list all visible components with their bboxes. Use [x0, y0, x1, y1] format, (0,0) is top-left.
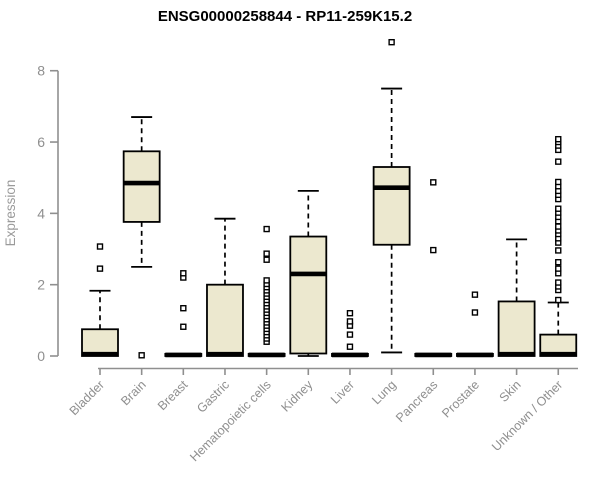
outlier-point: [555, 247, 562, 254]
box-bladder: [81, 243, 119, 357]
box-hematopoietic-cells: [247, 225, 286, 358]
box-prostate: [456, 291, 494, 358]
y-tick-label: 2: [37, 277, 45, 293]
x-tick-label: Breast: [155, 377, 191, 413]
x-tick-label: Kidney: [278, 377, 315, 414]
box-rect: [372, 166, 411, 246]
outlier-point: [555, 178, 562, 186]
outlier-point: [555, 279, 562, 286]
outlier-point: [388, 38, 395, 46]
outlier-point: [346, 318, 354, 325]
chart-title: ENSG00000258844 - RP11-259K15.2: [158, 8, 412, 25]
x-tick-label: Bladder: [67, 378, 107, 418]
outlier-point: [430, 246, 437, 254]
y-tick-label: 8: [37, 63, 45, 79]
x-tick-label: Unknown / Other: [489, 378, 565, 454]
outlier-point: [471, 309, 479, 316]
x-tick-label: Prostate: [439, 378, 482, 421]
box-kidney: [289, 189, 328, 357]
outlier-point: [555, 158, 562, 165]
outlier-point: [430, 179, 437, 186]
outlier-point: [263, 250, 270, 257]
y-tick-label: 4: [37, 205, 45, 221]
outlier-point: [263, 256, 270, 263]
box-lung: [372, 38, 411, 354]
box-rect: [497, 300, 536, 357]
x-tick-label: Hematopoietic cells: [187, 378, 274, 465]
outlier-point: [471, 291, 479, 298]
x-tick-label: Gastric: [194, 378, 232, 416]
outlier-point: [555, 223, 562, 230]
y-tick-label: 6: [37, 134, 45, 150]
plot-root: 0 2 4 6 8 Bladder Brain Breast GastricHematopoie…: [37, 38, 578, 465]
x-tick-label: Skin: [497, 378, 524, 405]
y-axis-title: Expression: [3, 180, 18, 247]
box-breast: [164, 270, 203, 358]
outlier-point: [555, 135, 562, 143]
outlier-point: [180, 323, 187, 330]
outlier-point: [346, 331, 354, 338]
y-tick-label: 0: [37, 348, 45, 364]
box-rect: [206, 283, 244, 357]
outlier-point: [263, 225, 270, 233]
outlier-point: [96, 265, 104, 272]
box-pancreas: [414, 179, 453, 358]
outlier-point: [346, 310, 354, 317]
x-tick-label: Brain: [118, 378, 149, 409]
box-gastric: [206, 217, 244, 357]
x-tick-label: Lung: [369, 378, 399, 408]
x-tick-label: Pancreas: [393, 378, 440, 425]
outlier-point: [555, 296, 562, 304]
outlier-point: [180, 270, 187, 277]
box-skin: [497, 238, 536, 357]
box-liver: [331, 310, 369, 358]
outlier-point: [555, 265, 562, 272]
outlier-point: [180, 305, 187, 312]
outlier-point: [138, 352, 145, 359]
box-unknown-other: [539, 135, 578, 357]
box-brain: [122, 116, 161, 359]
outlier-point: [96, 243, 104, 250]
box-rect: [122, 150, 161, 223]
outlier-point: [555, 259, 562, 266]
outlier-point: [555, 205, 562, 212]
x-tick-label: Liver: [328, 378, 357, 407]
outlier-point: [346, 343, 354, 350]
box-rect: [289, 235, 328, 355]
outlier-point: [263, 277, 270, 284]
